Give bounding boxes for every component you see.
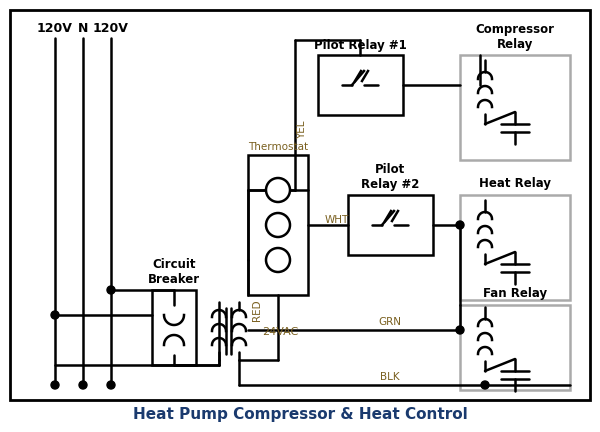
Text: GRN: GRN <box>379 317 401 327</box>
Bar <box>248 155 308 295</box>
Bar <box>460 195 570 300</box>
Circle shape <box>266 248 290 272</box>
Text: Pilot Relay #1: Pilot Relay #1 <box>314 38 406 51</box>
Text: 120V: 120V <box>37 22 73 35</box>
Text: 120V: 120V <box>93 22 129 35</box>
Circle shape <box>51 311 59 319</box>
Bar <box>460 55 570 160</box>
Circle shape <box>481 381 489 389</box>
Text: Circuit
Breaker: Circuit Breaker <box>148 258 200 286</box>
Bar <box>318 55 403 115</box>
Circle shape <box>456 326 464 334</box>
Text: RED: RED <box>252 299 262 321</box>
Text: Fan Relay: Fan Relay <box>483 286 547 299</box>
Circle shape <box>107 381 115 389</box>
Bar <box>348 195 433 255</box>
Circle shape <box>107 286 115 294</box>
Text: BLK: BLK <box>380 372 400 382</box>
Circle shape <box>51 381 59 389</box>
Text: WHT: WHT <box>325 215 349 225</box>
Circle shape <box>266 178 290 202</box>
Text: Heat Pump Compressor & Heat Control: Heat Pump Compressor & Heat Control <box>133 407 467 422</box>
Circle shape <box>79 381 87 389</box>
Text: Heat Relay: Heat Relay <box>479 177 551 190</box>
Text: N: N <box>78 22 88 35</box>
Text: Compressor
Relay: Compressor Relay <box>476 23 554 51</box>
Text: YEL: YEL <box>297 121 307 139</box>
Bar <box>460 305 570 390</box>
Circle shape <box>266 213 290 237</box>
Circle shape <box>456 221 464 229</box>
Text: 24VAC: 24VAC <box>262 327 298 337</box>
Text: Thermostat: Thermostat <box>248 142 308 152</box>
Bar <box>152 290 196 365</box>
Text: Pilot
Relay #2: Pilot Relay #2 <box>361 163 419 191</box>
